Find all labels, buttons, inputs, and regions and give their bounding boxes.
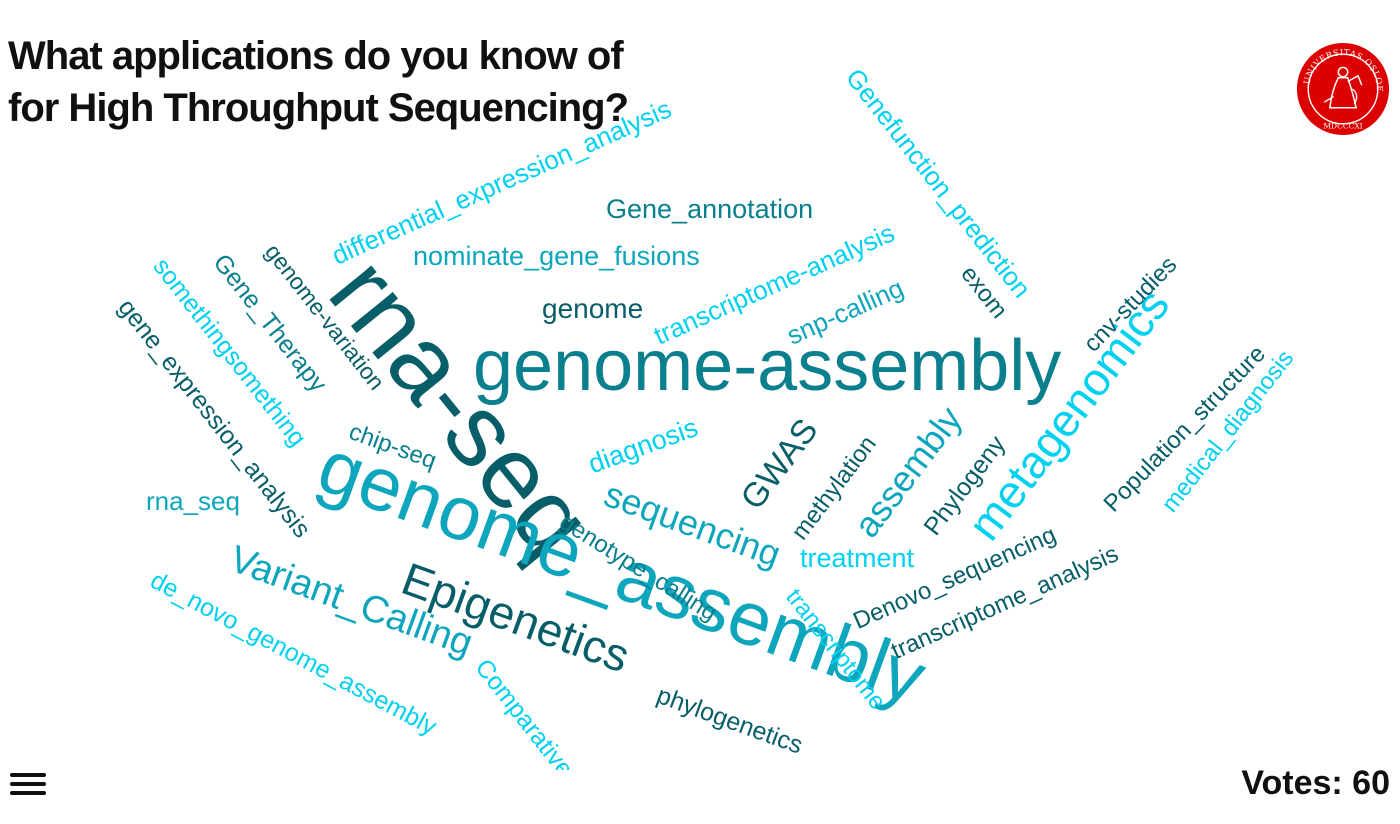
cloud-word: rna_seq (146, 486, 240, 516)
cloud-word: phylogenetics (653, 681, 807, 760)
word-cloud: genome-assembly rna-seq genome_assembly … (113, 62, 1300, 770)
cloud-word: genome-assembly (473, 326, 1062, 406)
cloud-word: treatment (800, 543, 915, 573)
cloud-word: Gene_Therapy (207, 248, 333, 398)
svg-text:MDCCCXI: MDCCCXI (1323, 121, 1362, 130)
university-seal-icon: UNIVERSITAS OSLOENSIS MDCCCXI (1296, 42, 1390, 136)
cloud-word: Gene_annotation (606, 194, 814, 224)
votes-count: Votes: 60 (1241, 764, 1390, 802)
question-line-2: for High Throughput Sequencing? (8, 86, 629, 130)
question-line-1: What applications do you know of (8, 34, 624, 78)
cloud-word: nominate_gene_fusions (413, 241, 700, 271)
cloud-word: genome (542, 293, 644, 324)
cloud-word: Comparative (469, 653, 579, 770)
question-title: What applications do you know of for Hig… (8, 30, 728, 134)
cloud-word: diagnosis (584, 412, 702, 480)
hamburger-menu-icon[interactable] (10, 770, 48, 802)
cloud-word: Genefunction_prediction (839, 62, 1038, 304)
